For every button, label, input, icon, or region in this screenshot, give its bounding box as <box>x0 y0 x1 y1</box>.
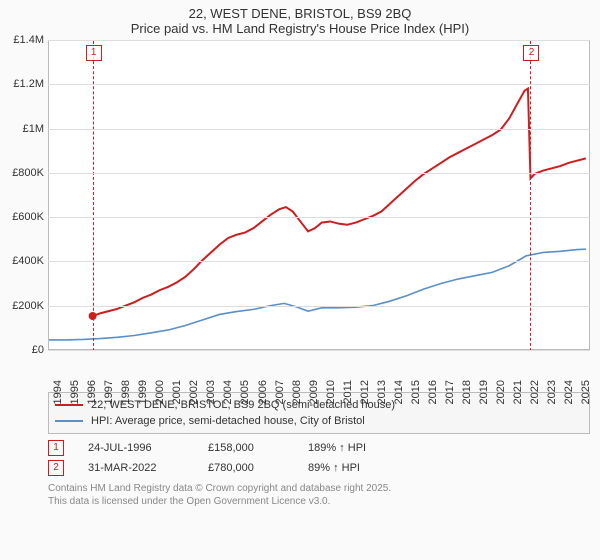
x-axis-label: 2000 <box>154 380 166 404</box>
y-axis-label: £800K <box>4 167 44 179</box>
x-axis-label: 2016 <box>427 380 439 404</box>
x-axis-label: 2009 <box>308 380 320 404</box>
event-line <box>530 41 531 351</box>
x-axis-label: 1998 <box>120 380 132 404</box>
gridline <box>48 306 590 307</box>
page-title-sub: Price paid vs. HM Land Registry's House … <box>0 21 600 36</box>
plot-area: 12 <box>48 40 590 350</box>
x-axis-label: 2007 <box>274 380 286 404</box>
x-axis-label: 2019 <box>478 380 490 404</box>
event-price: £158,000 <box>208 442 308 454</box>
x-axis-label: 1997 <box>103 380 115 404</box>
x-axis-label: 2015 <box>410 380 422 404</box>
event-number-box: 1 <box>48 440 64 456</box>
y-axis-label: £1.4M <box>4 34 44 46</box>
legend-label: HPI: Average price, semi-detached house,… <box>91 415 365 427</box>
price-chart: 12 £0£200K£400K£600K£800K£1M£1.2M£1.4M19… <box>6 40 590 350</box>
x-axis-label: 1999 <box>137 380 149 404</box>
x-axis-label: 2001 <box>171 380 183 404</box>
footer-attribution: Contains HM Land Registry data © Crown c… <box>48 482 590 508</box>
y-axis-label: £0 <box>4 344 44 356</box>
x-axis-label: 2023 <box>546 380 558 404</box>
x-axis-label: 1995 <box>69 380 81 404</box>
event-row: 2 31-MAR-2022£780,00089% ↑ HPI <box>48 458 590 478</box>
event-price: £780,000 <box>208 462 308 474</box>
gridline <box>48 173 590 174</box>
x-axis-label: 2022 <box>529 380 541 404</box>
event-marker-box: 1 <box>86 45 102 61</box>
x-axis-label: 1996 <box>86 380 98 404</box>
x-axis-label: 2017 <box>444 380 456 404</box>
x-axis-label: 1994 <box>52 380 64 404</box>
footer-line-1: Contains HM Land Registry data © Crown c… <box>48 482 590 495</box>
y-axis-label: £200K <box>4 300 44 312</box>
y-axis-label: £400K <box>4 255 44 267</box>
x-axis-label: 2014 <box>393 380 405 404</box>
x-axis-label: 2004 <box>222 380 234 404</box>
event-row: 1 24-JUL-1996£158,000189% ↑ HPI <box>48 438 590 458</box>
series-hpi <box>49 249 586 340</box>
x-axis-label: 2010 <box>325 380 337 404</box>
x-axis-label: 2018 <box>461 380 473 404</box>
event-date: 31-MAR-2022 <box>88 462 208 474</box>
footer-line-2: This data is licensed under the Open Gov… <box>48 495 590 508</box>
x-axis-label: 2020 <box>495 380 507 404</box>
y-axis-label: £600K <box>4 211 44 223</box>
series-address_price <box>93 89 586 316</box>
x-axis-label: 2011 <box>342 380 354 404</box>
x-axis-label: 2003 <box>205 380 217 404</box>
x-axis-label: 2006 <box>257 380 269 404</box>
event-marker-box: 2 <box>523 45 539 61</box>
event-pct: 189% ↑ HPI <box>308 442 408 454</box>
legend-row: HPI: Average price, semi-detached house,… <box>55 413 583 429</box>
gridline <box>48 84 590 85</box>
x-axis-label: 2021 <box>512 380 524 404</box>
page-title-address: 22, WEST DENE, BRISTOL, BS9 2BQ <box>0 6 600 21</box>
event-pct: 89% ↑ HPI <box>308 462 408 474</box>
gridline <box>48 40 590 41</box>
event-number-box: 2 <box>48 460 64 476</box>
event-line <box>93 41 94 351</box>
y-axis-label: £1.2M <box>4 78 44 90</box>
x-axis-label: 2005 <box>239 380 251 404</box>
event-date: 24-JUL-1996 <box>88 442 208 454</box>
x-axis-label: 2012 <box>359 380 371 404</box>
gridline <box>48 261 590 262</box>
event-table: 1 24-JUL-1996£158,000189% ↑ HPI 2 31-MAR-20… <box>48 438 590 478</box>
x-axis-label: 2008 <box>291 380 303 404</box>
gridline <box>48 217 590 218</box>
x-axis-label: 2013 <box>376 380 388 404</box>
x-axis-label: 2025 <box>580 380 592 404</box>
gridline <box>48 129 590 130</box>
gridline <box>48 350 590 351</box>
legend-swatch <box>55 420 83 422</box>
x-axis-label: 2024 <box>563 380 575 404</box>
x-axis-label: 2002 <box>188 380 200 404</box>
y-axis-label: £1M <box>4 123 44 135</box>
